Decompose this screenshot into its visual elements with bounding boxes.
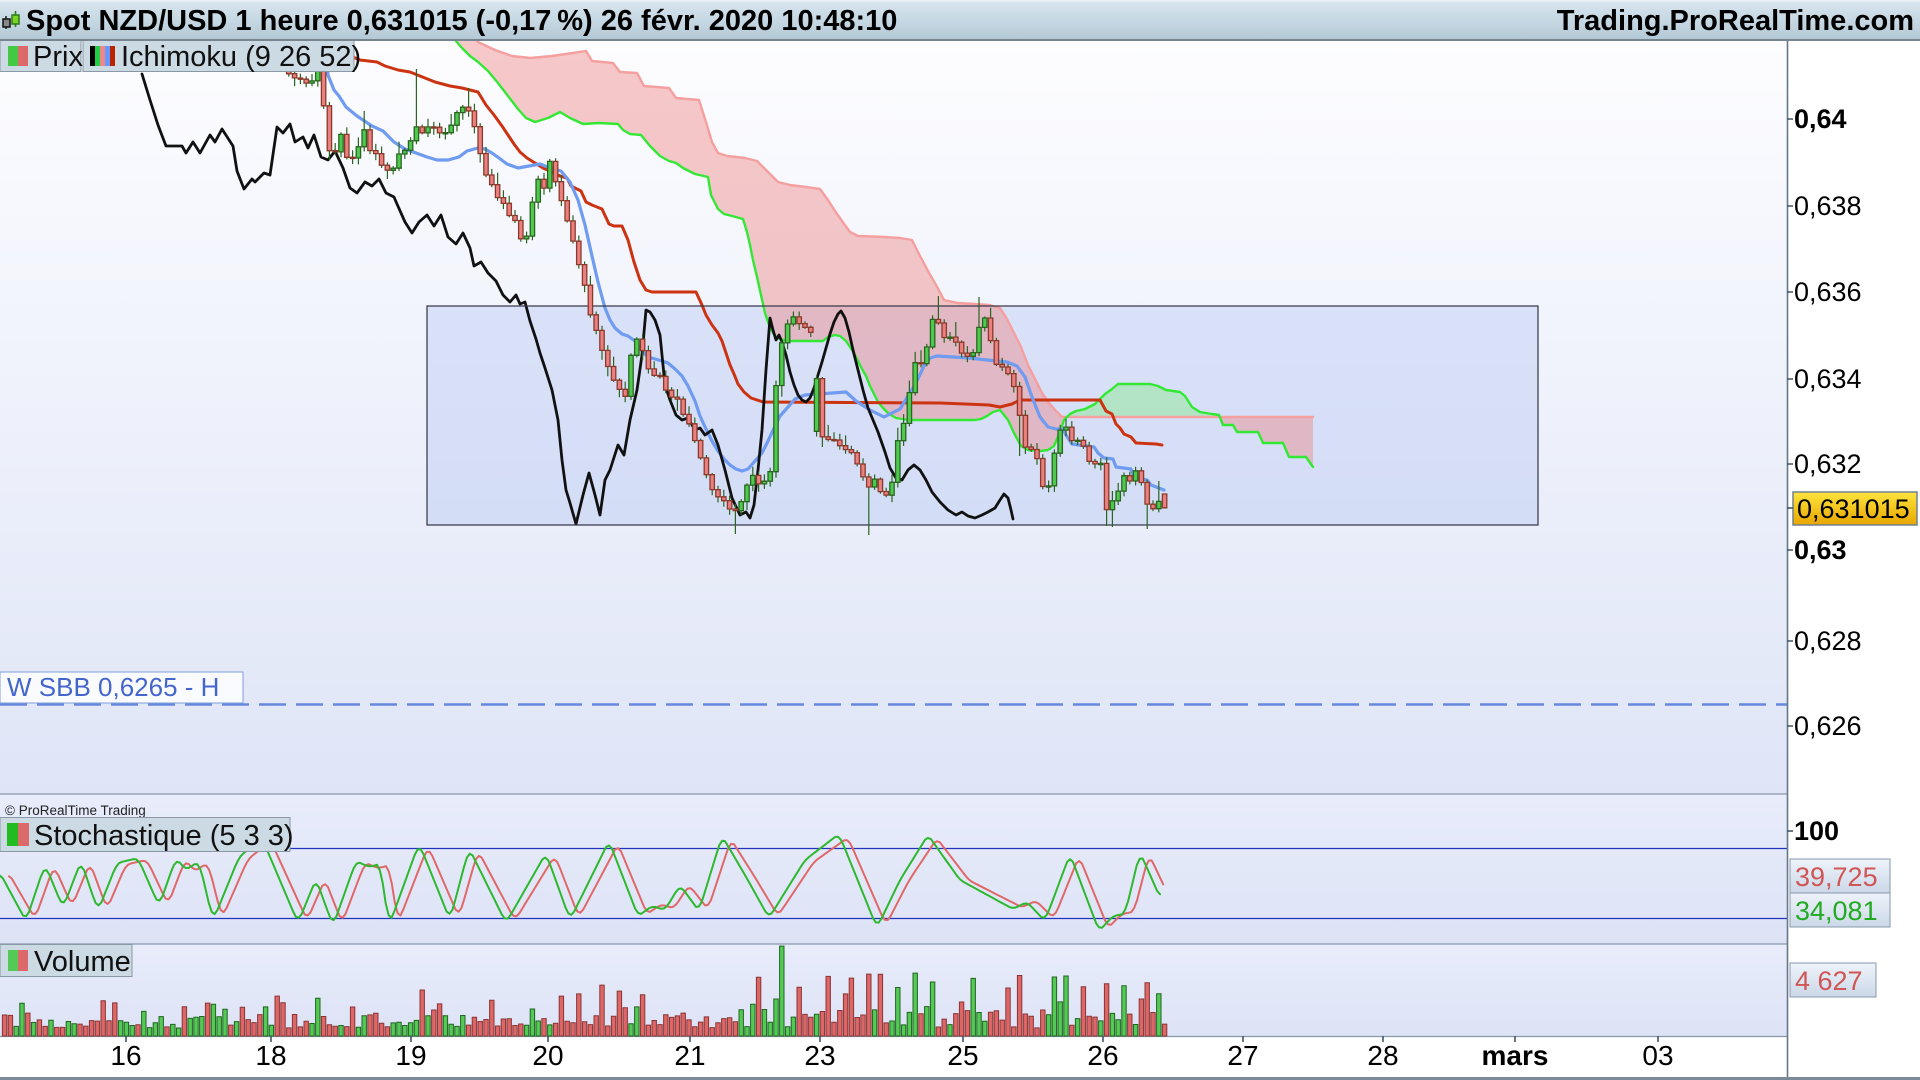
svg-text:Ichimoku (9 26 52): Ichimoku (9 26 52) [121, 41, 361, 73]
svg-text:0,631015: 0,631015 [1797, 494, 1910, 524]
svg-text:Stochastique (5 3 3): Stochastique (5 3 3) [34, 820, 294, 852]
svg-text:03: 03 [1642, 1040, 1673, 1071]
svg-text:0,634: 0,634 [1794, 364, 1862, 394]
svg-text:0,632: 0,632 [1794, 449, 1862, 479]
svg-text:25: 25 [947, 1040, 978, 1071]
svg-text:20: 20 [532, 1040, 563, 1071]
svg-text:0,636: 0,636 [1794, 277, 1862, 307]
svg-text:Prix: Prix [33, 41, 83, 73]
svg-text:4 627: 4 627 [1795, 966, 1863, 996]
svg-text:39,725: 39,725 [1795, 862, 1878, 892]
svg-text:27: 27 [1227, 1040, 1258, 1071]
svg-text:0,638: 0,638 [1794, 191, 1862, 221]
svg-text:18: 18 [255, 1040, 286, 1071]
svg-text:21: 21 [674, 1040, 705, 1071]
svg-text:0,64: 0,64 [1794, 104, 1847, 134]
svg-text:Spot NZD/USD 1 heure 0,631015: Spot NZD/USD 1 heure 0,631015 (-0,17 %) … [26, 5, 897, 37]
svg-text:Trading.ProRealTime.com: Trading.ProRealTime.com [1557, 5, 1914, 37]
svg-text:0,63: 0,63 [1794, 535, 1847, 565]
svg-text:16: 16 [110, 1040, 141, 1071]
svg-text:mars: mars [1482, 1040, 1549, 1071]
svg-text:0,628: 0,628 [1794, 626, 1862, 656]
svg-text:28: 28 [1367, 1040, 1398, 1071]
svg-text:19: 19 [395, 1040, 426, 1071]
svg-text:26: 26 [1087, 1040, 1118, 1071]
svg-text:0,626: 0,626 [1794, 711, 1862, 741]
svg-text:© ProRealTime Trading: © ProRealTime Trading [5, 803, 146, 818]
svg-text:34,081: 34,081 [1795, 896, 1878, 926]
svg-text:100: 100 [1794, 816, 1839, 846]
svg-text:23: 23 [804, 1040, 835, 1071]
svg-text:Volume: Volume [34, 946, 131, 978]
svg-text:W SBB 0,6265 - H: W SBB 0,6265 - H [7, 672, 219, 702]
